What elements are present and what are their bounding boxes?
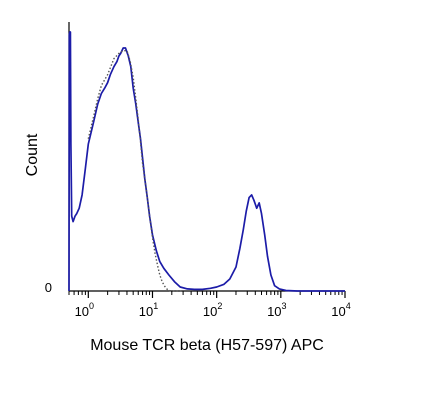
control-histogram-line [87,50,184,292]
y-tick-label: 0 [45,280,52,295]
stained-histogram-line [68,31,345,292]
plot-frame [68,22,345,292]
x-tick-label-base: 10 [331,304,345,319]
x-tick-label-exponent: 4 [346,301,351,311]
x-major-ticks: 100 101 102 103 104 [75,291,351,319]
x-tick-label-exponent: 2 [217,301,222,311]
x-tick-label-base: 10 [203,304,217,319]
x-tick-label-base: 10 [75,304,89,319]
y-ticks: 0 [45,280,52,295]
x-tick-label-exponent: 1 [153,301,158,311]
series-layer [68,31,345,292]
x-tick-label: 100 [75,301,94,319]
x-tick-label: 104 [331,301,350,319]
x-tick-label: 103 [267,301,286,319]
x-tick-label-exponent: 0 [89,301,94,311]
x-tick-label-exponent: 3 [282,301,287,311]
x-minor-ticks [68,291,343,295]
x-tick-label-base: 10 [267,304,281,319]
y-axis-title: Count [24,133,41,176]
x-tick-label-base: 10 [139,304,153,319]
x-tick-label: 102 [203,301,222,319]
x-axis-title: Mouse TCR beta (H57-597) APC [90,337,324,354]
x-tick-label: 101 [139,301,158,319]
